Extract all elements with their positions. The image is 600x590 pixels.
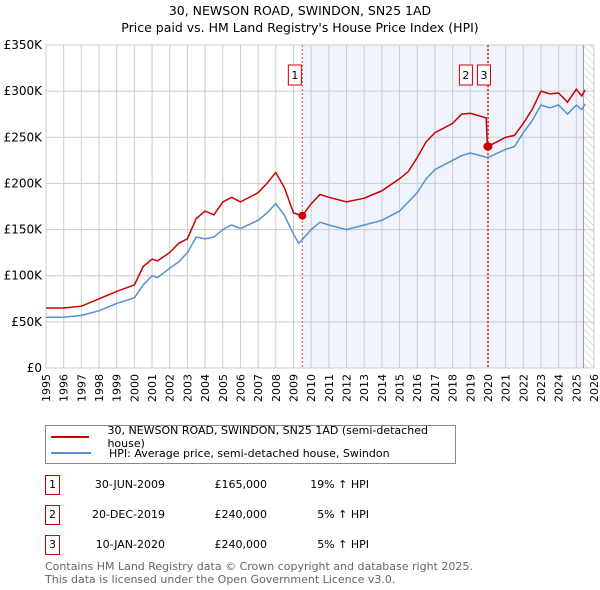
sale-hpi-diff: 19% ↑ HPI xyxy=(310,478,369,491)
x-tick-label: 2003 xyxy=(181,374,194,402)
y-tick-label: £350K xyxy=(4,38,44,52)
sale-hpi-diff: 5% ↑ HPI xyxy=(317,538,369,551)
x-tick-label: 1998 xyxy=(93,374,106,402)
x-tick-label: 2007 xyxy=(252,374,265,402)
sale-point xyxy=(298,211,307,220)
sale-date: 10-JAN-2020 xyxy=(95,538,165,551)
x-tick-label: 2008 xyxy=(270,374,283,402)
x-tick-label: 2005 xyxy=(217,374,230,402)
legend-blue-line xyxy=(51,452,91,454)
x-tick-label: 2011 xyxy=(323,374,336,402)
x-tick-label: 2020 xyxy=(482,374,495,402)
footer-line-2: This data is licensed under the Open Gov… xyxy=(45,573,396,586)
legend-red-line xyxy=(51,436,90,438)
x-tick-label: 2024 xyxy=(553,374,566,402)
x-tick-label: 2013 xyxy=(358,374,371,402)
sale-label: 1 xyxy=(291,69,298,82)
sale-row: 1 30-JUN-2009 £165,000 19% ↑ HPI xyxy=(45,475,545,495)
x-tick-label: 1996 xyxy=(58,374,71,402)
future-hatch xyxy=(583,45,594,368)
chart-title: 30, NEWSON ROAD, SWINDON, SN25 1AD xyxy=(168,3,432,18)
sale-label-box xyxy=(458,64,473,86)
legend: 30, NEWSON ROAD, SWINDON, SN25 1AD (semi… xyxy=(45,424,456,464)
y-tick-label: £100K xyxy=(4,269,44,283)
x-tick-label: 2009 xyxy=(287,374,300,402)
sale-number: 2 xyxy=(45,505,60,525)
x-tick-label: 2017 xyxy=(429,374,442,402)
sale-label-box xyxy=(476,64,491,86)
sale-number: 3 xyxy=(45,535,60,555)
x-tick-label: 2022 xyxy=(517,374,530,402)
sale-label-box xyxy=(287,64,302,86)
sale-date: 20-DEC-2019 xyxy=(91,508,165,521)
footer: Contains HM Land Registry data © Crown c… xyxy=(45,560,473,586)
x-tick-label: 2002 xyxy=(164,374,177,402)
x-tick-label: 2014 xyxy=(376,374,389,402)
footer-line-1: Contains HM Land Registry data © Crown c… xyxy=(45,560,473,573)
y-tick-label: £150K xyxy=(4,223,44,237)
sale-point xyxy=(484,142,493,151)
sale-price: £240,000 xyxy=(214,538,268,551)
x-tick-label: 2010 xyxy=(305,374,318,402)
sale-label: 3 xyxy=(480,69,487,82)
x-tick-label: 2000 xyxy=(128,374,141,402)
chart-subtitle: Price paid vs. HM Land Registry's House … xyxy=(121,20,479,35)
legend-hpi-label: HPI: Average price, semi-detached house,… xyxy=(109,446,390,460)
x-tick-label: 2015 xyxy=(394,374,407,402)
x-tick-label: 2025 xyxy=(570,374,583,402)
y-tick-label: £50K xyxy=(11,315,43,329)
property-price-line xyxy=(46,88,586,309)
price-chart: 1995 1996 1997 1998 1999 2000 2001 2002 2003 2004… xyxy=(4,38,600,402)
x-tick-label: 2018 xyxy=(447,374,460,402)
x-tick-label: 2004 xyxy=(199,374,212,402)
x-tick-label: 1995 xyxy=(40,374,53,402)
y-tick-label: £200K xyxy=(4,176,44,190)
y-tick-label: £300K xyxy=(4,84,44,98)
sale-date: 30-JUN-2009 xyxy=(94,478,165,491)
x-tick-label: 2021 xyxy=(500,374,513,402)
x-tick-label: 1999 xyxy=(111,374,124,402)
sale-price: £165,000 xyxy=(214,478,268,491)
x-tick-label: 2023 xyxy=(535,374,548,402)
sale-number: 1 xyxy=(45,475,60,495)
legend-property-label: 30, NEWSON ROAD, SWINDON, SN25 1AD (semi… xyxy=(107,424,428,450)
x-tick-label: 2006 xyxy=(234,374,247,402)
sale-hpi-diff: 5% ↑ HPI xyxy=(317,508,369,521)
sale-row: 3 10-JAN-2020 £240,000 5% ↑ HPI xyxy=(45,535,545,555)
x-tick-label: 2001 xyxy=(146,374,159,402)
x-tick-label: 2019 xyxy=(464,374,477,402)
x-tick-label: 2016 xyxy=(411,374,424,402)
sale-row: 2 20-DEC-2019 £240,000 5% ↑ HPI xyxy=(45,505,545,525)
sale-label: 2 xyxy=(462,69,469,82)
y-tick-label: £250K xyxy=(4,130,44,144)
x-tick-label: 1997 xyxy=(75,374,88,402)
sale-price: £240,000 xyxy=(214,508,268,521)
hpi-line xyxy=(46,103,586,318)
x-tick-label: 2026 xyxy=(588,374,600,402)
y-tick-label: £0 xyxy=(27,361,42,375)
x-tick-label: 2012 xyxy=(341,374,354,402)
